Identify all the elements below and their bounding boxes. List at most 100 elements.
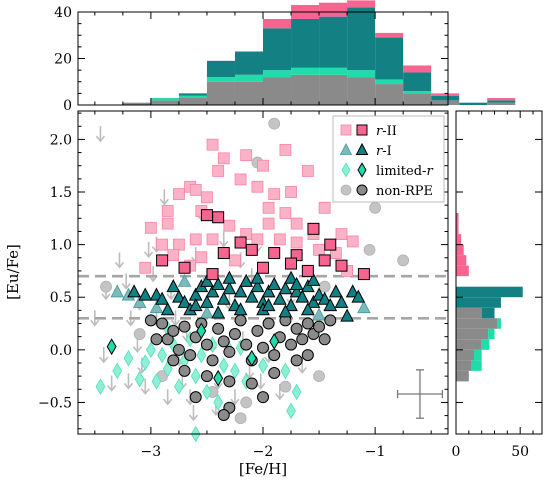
point-lim-faint [112,362,123,380]
point-lim-faint [291,383,302,401]
point-lim-faint [140,354,151,371]
point-non-faint [313,370,325,383]
point-r2-faint [290,236,303,249]
right-hist-bar-r_I [481,307,495,319]
right-hist-bar-non_RPE [456,339,482,350]
point-non [172,343,185,356]
point-non [257,391,269,404]
right-hist-bar-limited_r [488,328,495,340]
top-hist-bar-r_II [375,32,404,38]
scatter-marks [78,117,448,443]
point-r2 [307,222,320,235]
point-r1 [329,284,343,298]
point-non [167,324,180,337]
point-lim-faint [196,346,207,364]
point-r1-faint [149,300,164,314]
right-hist-bar-non_RPE [456,307,482,319]
point-r1 [244,289,259,303]
right-hist-x-tick-label: 0 [452,444,461,460]
point-non [189,391,202,404]
point-r2-faint [318,201,331,214]
top-hist-bar-r_I [375,37,404,80]
y-tick-label: 0.5 [50,290,72,306]
point-r1 [166,279,181,293]
point-non [206,354,219,367]
point-lim-faint [174,378,184,395]
point-non-faint [100,280,112,293]
point-lim [246,349,257,367]
point-r1 [200,273,214,287]
right-hist-bar-r_II [456,234,462,245]
point-r1 [284,297,298,312]
point-lim-faint [280,362,291,380]
top-hist-bar-r_I [206,60,235,78]
legend-label: r-I [376,144,392,159]
point-r1 [323,297,338,312]
point-r1 [278,281,293,295]
y-tick-label: 2.0 [50,132,72,148]
top-hist-bar-limited_r [403,91,432,94]
point-r1 [295,289,310,303]
top-hist-bar-non_RPE [403,93,432,105]
point-non [217,409,230,422]
point-r2-faint [257,159,269,172]
point-r1 [289,284,304,298]
top-hist-bar-r_I [178,93,207,96]
point-r2 [357,268,370,281]
x-tick-label: −1 [365,444,386,460]
point-r1 [250,279,265,293]
top-hist-bar-r_II [347,0,376,8]
top-hist-bar-non_RPE [291,74,320,105]
point-r1-faint [132,295,147,308]
point-non-faint [268,117,281,130]
point-r1 [138,287,153,301]
right-hist-bar-r_II [456,213,459,224]
legend-marker [356,184,368,196]
top-hist-bar-limited_r [206,77,235,82]
top-hist-bar-non_RPE [150,100,179,105]
top-hist-bar-non_RPE [347,77,376,105]
point-non [156,317,169,330]
point-non [200,370,213,383]
top-hist-y-tick-label: 0 [63,98,72,114]
point-non [301,349,314,362]
point-non-faint [363,243,376,256]
point-non [313,320,326,333]
point-non [257,341,269,354]
point-r2-faint [240,149,253,162]
point-non-faint [397,254,410,267]
point-r2 [324,238,337,251]
legend-marker [356,124,368,136]
right-histogram: 0 50 [452,110,543,460]
point-r1 [160,302,175,316]
point-non [285,338,298,351]
point-non [144,314,157,327]
point-non [240,338,253,351]
top-hist-bar-r_I [459,102,488,105]
point-r1-faint [312,307,326,321]
point-non [301,317,314,330]
point-non [251,324,264,337]
top-hist-bar-limited_r [150,98,179,101]
point-r2-faint [229,254,241,267]
point-lim-faint [213,394,224,411]
top-hist-bar-non_RPE [431,100,460,105]
top-histogram-ticks: 0 20 40 [54,5,448,114]
point-r2-faint [251,180,264,193]
right-hist-bar-non_RPE [456,370,469,382]
top-hist-y-tick-label: 40 [54,5,72,21]
point-r1 [233,302,248,316]
point-r2-faint [262,201,275,214]
point-non [217,335,230,348]
y-tick-label: −0.5 [38,395,72,411]
point-r1 [188,297,203,312]
upper-limit-arrow [123,373,134,390]
point-r2-faint [301,165,314,177]
scatter-ticks: −3 −2 −1 −0.5 0.0 0.5 1.0 1.5 2.0 [38,111,448,460]
point-r1 [216,291,231,305]
point-r1 [233,284,248,298]
point-r2-faint [335,228,348,240]
point-r2-faint [273,233,286,246]
top-hist-bar-limited_r [234,74,263,82]
top-hist-bar-r_I [319,16,348,68]
